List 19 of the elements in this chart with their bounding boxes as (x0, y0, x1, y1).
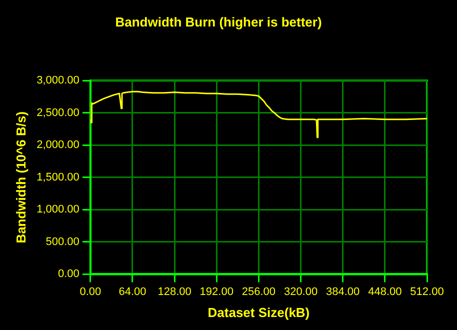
x-tick-label: 64.00 (118, 286, 146, 298)
x-tick-label: 192.00 (200, 286, 234, 298)
y-tick-label: 500.00 (46, 236, 80, 248)
y-tick-label: 0.00 (58, 268, 80, 280)
x-tick-label: 448.00 (368, 286, 402, 298)
chart-title: Bandwidth Burn (higher is better) (115, 14, 322, 30)
x-tick-label: 320.00 (284, 286, 318, 298)
x-tick-label: 128.00 (158, 286, 192, 298)
x-tick-label: 0.00 (80, 286, 102, 298)
y-tick-label: 1,000.00 (36, 204, 80, 216)
y-tick-label: 2,500.00 (36, 106, 80, 119)
x-tick-label: 512.00 (410, 286, 444, 298)
y-tick-label: 3,000.00 (36, 74, 80, 87)
y-tick-label: 1,500.00 (36, 171, 80, 184)
x-axis-title: Dataset Size(kB) (208, 304, 310, 320)
x-tick-label: 384.00 (326, 286, 360, 298)
y-tick-label: 2,000.00 (36, 139, 80, 152)
x-tick-label: 256.00 (242, 286, 276, 298)
y-axis-title: Bandwidth (10^6 B/s) (13, 111, 28, 244)
